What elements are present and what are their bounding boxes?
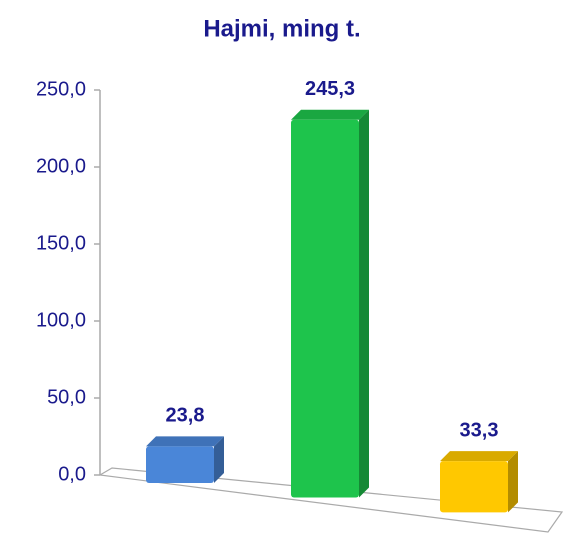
floor bbox=[98, 467, 563, 533]
bar-top bbox=[440, 451, 518, 462]
bar-side bbox=[508, 451, 518, 513]
bar bbox=[440, 461, 508, 513]
bar-side bbox=[359, 109, 369, 498]
bar bbox=[146, 446, 214, 483]
y-tick-label: 50,0 bbox=[47, 386, 86, 408]
bar bbox=[291, 119, 359, 498]
bar-top bbox=[291, 109, 369, 120]
y-tick-label: 200,0 bbox=[36, 155, 86, 177]
chart-title: Hajmi, ming t. bbox=[203, 15, 360, 42]
value-label: 245,3 bbox=[305, 78, 355, 100]
bar-side bbox=[214, 436, 224, 483]
bar-top bbox=[146, 436, 224, 447]
y-tick-label: 250,0 bbox=[36, 78, 86, 100]
y-tick-label: 100,0 bbox=[36, 309, 86, 331]
y-tick-label: 0,0 bbox=[58, 463, 86, 485]
value-label: 33,3 bbox=[460, 419, 499, 441]
value-label: 23,8 bbox=[166, 405, 205, 427]
y-tick-label: 150,0 bbox=[36, 232, 86, 254]
